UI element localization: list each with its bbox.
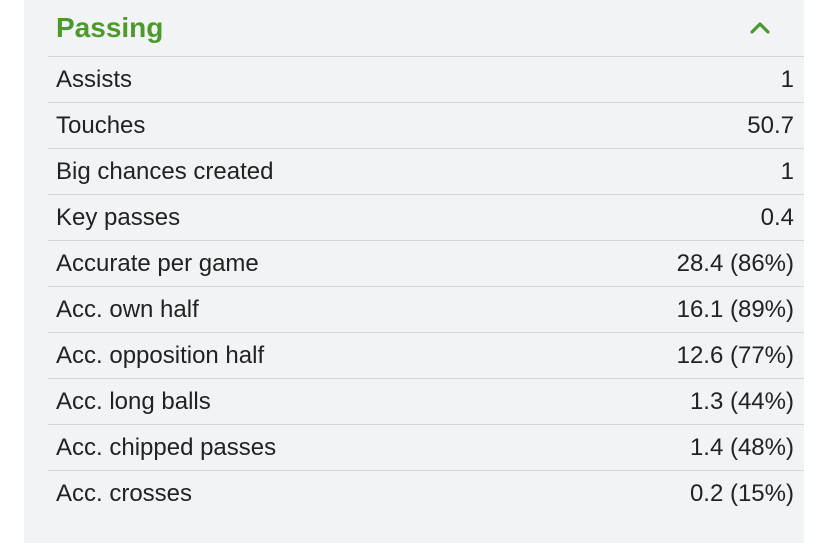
stat-label: Acc. own half: [56, 296, 199, 323]
stat-row-assists: Assists 1: [48, 56, 804, 102]
stat-value: 1: [780, 158, 794, 185]
stat-row-big-chances-created: Big chances created 1: [48, 148, 804, 194]
stat-label: Acc. crosses: [56, 480, 193, 507]
stat-label: Big chances created: [56, 158, 274, 185]
stat-row-acc-own-half: Acc. own half 16.1 (89%): [48, 286, 804, 332]
stat-value: 12.6 (77%): [676, 342, 794, 369]
stat-label: Acc. opposition half: [56, 342, 265, 369]
chevron-up-icon[interactable]: [746, 14, 774, 42]
stat-label: Key passes: [56, 204, 181, 231]
stat-value: 50.7: [747, 112, 794, 139]
stat-label: Touches: [56, 112, 146, 139]
stat-row-touches: Touches 50.7: [48, 102, 804, 148]
stat-row-acc-opposition-half: Acc. opposition half 12.6 (77%): [48, 332, 804, 378]
stat-value: 1: [780, 66, 794, 93]
stat-row-key-passes: Key passes 0.4: [48, 194, 804, 240]
stat-row-acc-long-balls: Acc. long balls 1.3 (44%): [48, 378, 804, 424]
stat-value: 0.2 (15%): [689, 480, 794, 507]
stat-value: 28.4 (86%): [676, 250, 794, 277]
stat-label: Acc. chipped passes: [56, 434, 277, 461]
stat-row-acc-crosses: Acc. crosses 0.2 (15%): [48, 470, 804, 516]
stat-value: 1.3 (44%): [689, 388, 794, 415]
stat-row-accurate-per-game: Accurate per game 28.4 (86%): [48, 240, 804, 286]
stat-value: 0.4: [760, 204, 794, 231]
passing-stats-panel: Passing Assists 1 Touches 50.7 Big chanc…: [24, 0, 804, 543]
chevron-up-icon-svg: [750, 22, 770, 34]
section-header[interactable]: Passing: [24, 0, 804, 56]
stat-value: 1.4 (48%): [689, 434, 794, 461]
section-title: Passing: [56, 12, 164, 43]
stat-label: Assists: [56, 66, 133, 93]
stat-label: Accurate per game: [56, 250, 259, 277]
stat-row-acc-chipped-passes: Acc. chipped passes 1.4 (48%): [48, 424, 804, 470]
stat-label: Acc. long balls: [56, 388, 211, 415]
stats-list: Assists 1 Touches 50.7 Big chances creat…: [48, 56, 804, 516]
stat-value: 16.1 (89%): [676, 296, 794, 323]
